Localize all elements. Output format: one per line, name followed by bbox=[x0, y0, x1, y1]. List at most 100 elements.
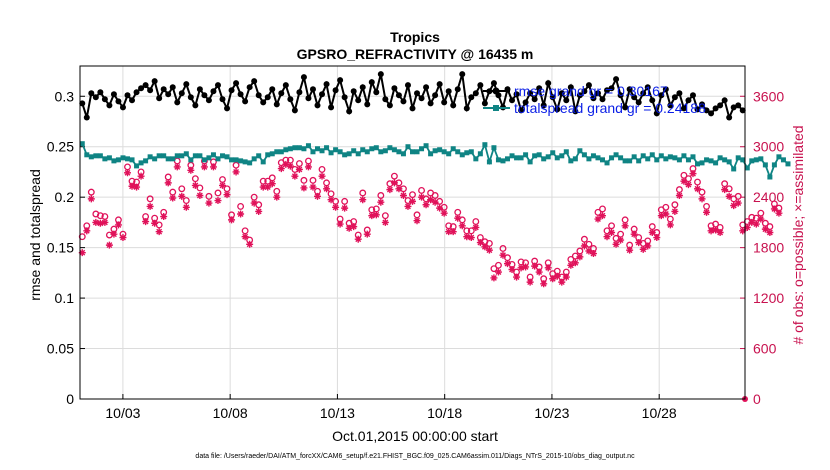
totalspread-point bbox=[740, 157, 746, 163]
totalspread-point bbox=[631, 154, 637, 160]
rmse-point bbox=[228, 87, 235, 94]
rmse-point bbox=[106, 102, 113, 109]
obs-assimilated-point bbox=[101, 218, 109, 226]
totalspread-point bbox=[215, 156, 221, 162]
x-axis-label: Oct.01,2015 00:00:00 start bbox=[332, 428, 498, 444]
rmse-point bbox=[368, 79, 375, 86]
obs-assimilated-point bbox=[562, 273, 570, 281]
rmse-point bbox=[400, 98, 407, 105]
obs-possible-point bbox=[599, 205, 606, 213]
obs-assimilated-point bbox=[273, 193, 281, 201]
rmse-point bbox=[174, 99, 181, 106]
totalspread-point bbox=[129, 157, 135, 163]
rmse-point bbox=[119, 104, 126, 111]
obs-possible-point bbox=[381, 212, 389, 220]
rmse-point bbox=[101, 96, 108, 103]
obs-assimilated-point bbox=[345, 224, 353, 232]
totalspread-point bbox=[111, 158, 117, 164]
y-tick-label: 0.25 bbox=[47, 139, 74, 155]
obs-assimilated-point bbox=[617, 236, 625, 244]
totalspread-point bbox=[473, 156, 479, 162]
obs-assimilated-point bbox=[694, 185, 701, 193]
rmse-point bbox=[631, 94, 638, 101]
totalspread-point bbox=[410, 149, 415, 155]
totalspread-point bbox=[505, 156, 510, 162]
y2-tick-label: 0 bbox=[753, 391, 761, 407]
rmse-point bbox=[549, 94, 556, 101]
totalspread-point bbox=[753, 157, 759, 163]
obs-assimilated-point bbox=[200, 163, 208, 171]
totalspread-point bbox=[174, 153, 180, 159]
rmse-point bbox=[671, 94, 678, 101]
obs-assimilated-point bbox=[250, 199, 258, 207]
obs-assimilated-point bbox=[494, 268, 502, 276]
obs-assimilated-point bbox=[214, 197, 222, 205]
rmse-point bbox=[201, 92, 208, 99]
totalspread-point bbox=[780, 157, 786, 163]
rmse-point bbox=[667, 102, 674, 109]
obs-possible-point bbox=[300, 176, 308, 184]
obs-assimilated-point bbox=[363, 230, 371, 238]
rmse-point bbox=[518, 107, 525, 114]
totalspread-point bbox=[459, 152, 465, 158]
obs-assimilated-point bbox=[490, 274, 498, 282]
obs-assimilated-point bbox=[300, 184, 308, 192]
rmse-point bbox=[658, 92, 665, 99]
obs-assimilated-point bbox=[553, 272, 561, 280]
totalspread-point bbox=[387, 145, 393, 151]
obs-assimilated-point bbox=[626, 246, 634, 254]
rmse-point bbox=[129, 97, 136, 104]
obs-assimilated-point bbox=[259, 183, 267, 191]
obs-assimilated-point bbox=[599, 212, 606, 220]
totalspread-point bbox=[97, 153, 103, 159]
totalspread-point bbox=[654, 157, 660, 163]
obs-assimilated-point bbox=[255, 207, 263, 215]
rmse-point bbox=[454, 86, 461, 93]
totalspread-point bbox=[346, 151, 352, 157]
obs-assimilated-point bbox=[526, 278, 534, 286]
rmse-point bbox=[133, 89, 140, 96]
obs-possible-point bbox=[191, 175, 199, 183]
totalspread-point bbox=[509, 153, 515, 159]
obs-assimilated-point bbox=[336, 220, 344, 228]
obs-assimilated-point bbox=[178, 192, 186, 200]
rmse-point bbox=[169, 84, 176, 91]
totalspread-point bbox=[713, 160, 719, 166]
totalspread-point bbox=[106, 155, 112, 161]
obs-assimilated-point bbox=[359, 196, 367, 204]
obs-assimilated-point bbox=[567, 261, 575, 269]
rmse-point bbox=[735, 102, 742, 109]
totalspread-point bbox=[369, 146, 375, 152]
rmse-point bbox=[622, 104, 629, 111]
obs-assimilated-point bbox=[295, 165, 303, 173]
rmse-point bbox=[147, 87, 154, 94]
totalspread-point bbox=[269, 151, 275, 157]
rmse-point bbox=[730, 104, 737, 111]
totalspread-point bbox=[342, 152, 348, 158]
obs-assimilated-point bbox=[124, 169, 131, 177]
rmse-point bbox=[359, 84, 366, 91]
rmse-point bbox=[540, 102, 547, 109]
rmse-point bbox=[513, 91, 520, 98]
totalspread-point bbox=[708, 158, 714, 164]
totalspread-point bbox=[156, 153, 162, 159]
totalspread-point bbox=[622, 158, 628, 164]
totalspread-point bbox=[247, 160, 253, 166]
obs-assimilated-point bbox=[730, 202, 738, 210]
rmse-point bbox=[445, 88, 452, 95]
obs-assimilated-point bbox=[535, 268, 543, 276]
x-tick-label: 10/23 bbox=[534, 405, 569, 421]
obs-assimilated-point bbox=[671, 207, 679, 215]
rmse-point bbox=[558, 90, 565, 97]
rmse-point bbox=[296, 89, 303, 96]
totalspread-point bbox=[305, 143, 311, 149]
obs-assimilated-point bbox=[291, 172, 299, 180]
totalspread-point bbox=[663, 156, 669, 162]
obs-assimilated-point bbox=[458, 222, 466, 230]
obs-assimilated-point bbox=[304, 163, 312, 171]
y2-tick-label: 3600 bbox=[753, 88, 784, 104]
rmse-point bbox=[604, 87, 611, 94]
obs-assimilated-point bbox=[680, 177, 688, 185]
rmse-point bbox=[323, 81, 330, 88]
rmse-point bbox=[251, 78, 258, 85]
